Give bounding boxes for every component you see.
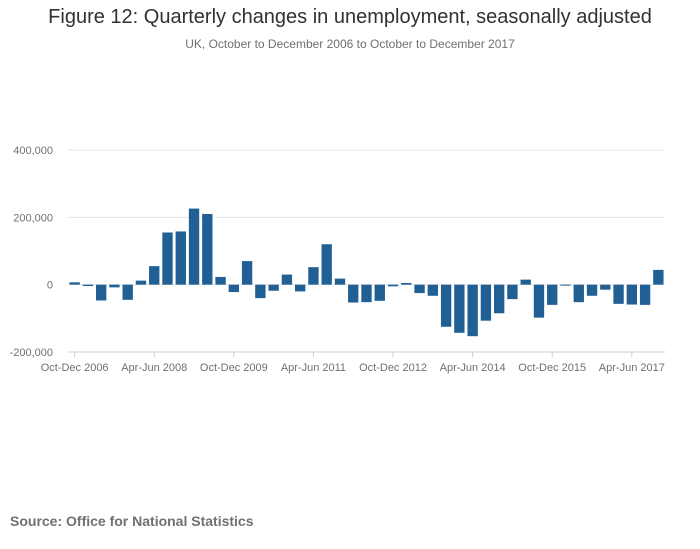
bar	[308, 267, 319, 285]
bar	[334, 278, 346, 285]
bar	[586, 284, 598, 296]
x-tick-label: Oct-Dec 2009	[200, 362, 268, 374]
bar	[600, 284, 611, 290]
bar	[294, 284, 306, 292]
y-tick-label: 200,000	[13, 212, 53, 224]
bar	[321, 244, 332, 285]
x-axis-labels: Oct-Dec 2006 Apr-Jun 2008 Oct-Dec 2009 Apr-…	[41, 362, 665, 374]
bar	[387, 284, 399, 287]
bar	[255, 284, 266, 299]
source-note: Source: Office for National Statistics	[10, 513, 254, 529]
y-tick-label: -200,000	[10, 347, 53, 359]
bar	[241, 261, 253, 285]
bar	[427, 284, 439, 296]
x-tick-label: Apr-Jun 2017	[599, 362, 665, 374]
bar	[547, 284, 558, 305]
bar	[348, 284, 359, 303]
bar	[653, 269, 664, 285]
bar	[109, 284, 120, 288]
bar	[507, 284, 518, 300]
bar	[228, 284, 240, 293]
bar	[626, 284, 638, 305]
bar	[454, 284, 465, 333]
bar	[613, 284, 624, 304]
bar	[188, 208, 200, 285]
bar	[374, 284, 385, 301]
x-tick-label: Oct-Dec 2012	[359, 362, 427, 374]
bar	[639, 284, 651, 305]
bar	[82, 284, 94, 287]
x-tick-label: Apr-Jun 2014	[440, 362, 506, 374]
bar	[175, 231, 186, 285]
gridlines	[68, 149, 665, 286]
x-tick-label: Oct-Dec 2015	[518, 362, 586, 374]
bar	[493, 284, 505, 314]
bar	[149, 266, 160, 285]
bar	[361, 284, 372, 303]
bar	[520, 279, 531, 285]
bar	[215, 276, 226, 285]
bar	[281, 274, 293, 285]
bar	[162, 232, 173, 285]
bar	[560, 284, 571, 286]
bar	[414, 284, 425, 294]
x-tick-label: Apr-Jun 2011	[281, 362, 346, 374]
bar	[69, 282, 80, 285]
bar	[95, 284, 107, 301]
bar	[401, 282, 412, 285]
bar	[440, 284, 452, 327]
x-tick-label: Apr-Jun 2008	[121, 362, 187, 374]
bars	[69, 208, 664, 337]
chart-subtitle: UK, October to December 2006 to October …	[185, 37, 515, 51]
bar	[573, 284, 584, 303]
bar	[467, 284, 478, 337]
y-tick-label: 400,000	[13, 145, 53, 157]
bar	[135, 280, 147, 285]
y-tick-label: 0	[47, 280, 53, 292]
bar	[533, 284, 545, 318]
x-tick-label: Oct-Dec 2006	[41, 362, 109, 374]
bar	[268, 284, 279, 291]
chart-title: Figure 12: Quarterly changes in unemploy…	[48, 6, 652, 28]
bar	[480, 284, 492, 321]
axes	[68, 351, 665, 357]
y-axis-labels: -200,000 0 200,000 400,000	[10, 145, 53, 359]
bar	[122, 284, 133, 300]
bar	[202, 213, 213, 285]
